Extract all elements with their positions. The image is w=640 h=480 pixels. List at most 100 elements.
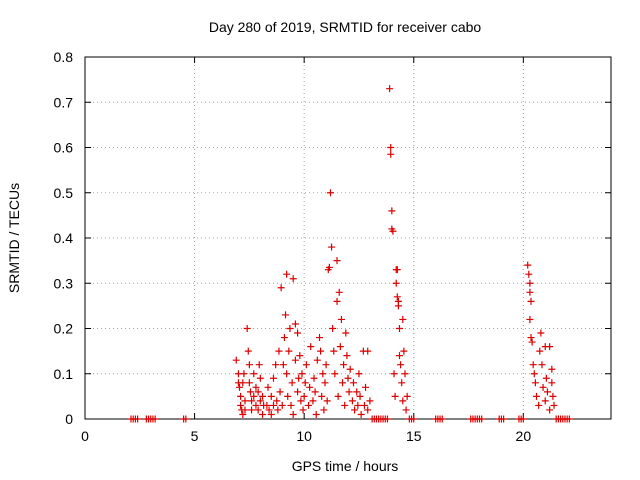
data-point [289, 275, 297, 283]
data-point [539, 383, 547, 391]
data-point [284, 392, 292, 400]
data-point [360, 401, 368, 409]
data-point [305, 401, 313, 409]
data-point [403, 392, 411, 400]
data-point [255, 361, 263, 369]
data-point [538, 361, 546, 369]
data-point [531, 379, 539, 387]
data-point [329, 325, 337, 332]
data-point [530, 370, 538, 378]
data-point [397, 361, 405, 369]
data-point [248, 397, 256, 405]
data-point [151, 415, 159, 423]
x-tick-label: 5 [191, 428, 199, 444]
data-point [323, 397, 331, 405]
data-point [319, 370, 327, 378]
data-point [546, 406, 554, 414]
data-point [543, 388, 551, 396]
data-point [282, 311, 290, 319]
x-tick-label: 15 [406, 428, 422, 444]
data-point [344, 374, 352, 382]
data-point [349, 379, 357, 387]
data-point [245, 361, 253, 369]
x-tick-label: 0 [81, 428, 89, 444]
data-point [259, 410, 267, 418]
data-point [341, 401, 349, 409]
data-point [394, 302, 402, 310]
data-point [237, 392, 245, 400]
data-point [565, 415, 573, 423]
data-point [273, 397, 281, 405]
data-point [399, 397, 407, 405]
data-point [519, 415, 527, 423]
data-point [354, 401, 362, 409]
data-point [134, 415, 142, 423]
data-point [337, 315, 345, 323]
data-point [307, 343, 315, 351]
data-point [364, 406, 372, 414]
data-point [320, 406, 328, 414]
data-point [322, 361, 330, 369]
data-point [339, 379, 347, 387]
data-point [526, 315, 534, 323]
data-point [285, 347, 293, 355]
data-point [548, 365, 556, 373]
data-point [357, 410, 365, 418]
data-point [535, 401, 543, 409]
data-point [294, 388, 302, 396]
data-point [252, 401, 260, 409]
data-point [388, 207, 396, 215]
data-point [401, 370, 409, 378]
data-point [276, 388, 284, 396]
data-point [311, 388, 319, 396]
data-point [265, 406, 273, 414]
data-point [345, 388, 353, 396]
data-point [389, 227, 397, 235]
y-tick-label: 0.5 [54, 185, 74, 201]
data-point [528, 338, 536, 346]
data-point [244, 347, 252, 355]
x-tick-label: 10 [296, 428, 312, 444]
data-point [298, 370, 306, 378]
data-point [362, 383, 370, 391]
data-point [287, 401, 295, 409]
data-point [312, 410, 320, 418]
data-point [264, 383, 272, 391]
data-point [386, 85, 394, 93]
data-point [527, 297, 535, 305]
data-point [396, 352, 404, 360]
data-point [248, 406, 256, 414]
data-point [396, 325, 404, 332]
data-point [288, 379, 296, 387]
data-point [245, 379, 253, 387]
data-point [392, 279, 400, 287]
data-point [250, 392, 258, 400]
data-point [542, 374, 550, 382]
data-point [296, 352, 304, 360]
data-point [318, 392, 326, 400]
data-point [250, 370, 258, 378]
data-point [524, 261, 532, 269]
y-tick-label: 0.6 [54, 140, 74, 156]
data-point [348, 397, 356, 405]
data-point [278, 401, 286, 409]
chart-title: Day 280 of 2019, SRMTID for receiver cab… [209, 19, 482, 35]
data-point [313, 356, 321, 364]
data-point [549, 392, 557, 400]
x-axis-label: GPS time / hours [292, 458, 399, 474]
data-point [236, 383, 244, 391]
data-point [387, 144, 395, 151]
y-tick-label: 0.4 [54, 230, 74, 246]
data-point [340, 361, 348, 369]
data-point [321, 379, 329, 387]
data-point [310, 374, 318, 382]
data-point [237, 401, 245, 409]
data-point [283, 270, 291, 278]
data-point [335, 288, 343, 296]
data-point [325, 263, 333, 271]
data-point [182, 415, 190, 423]
data-point [346, 365, 354, 373]
data-point [333, 257, 341, 265]
